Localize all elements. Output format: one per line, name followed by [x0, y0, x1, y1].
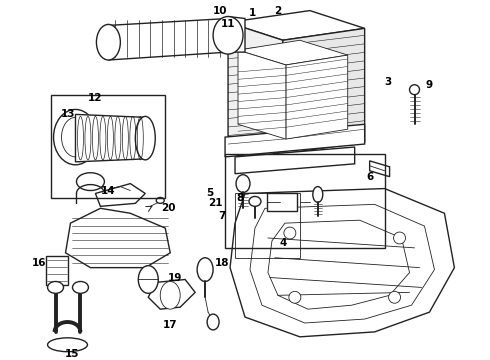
Ellipse shape	[97, 24, 121, 60]
Text: 20: 20	[161, 203, 175, 213]
Polygon shape	[148, 279, 195, 309]
Text: 2: 2	[274, 6, 282, 15]
Ellipse shape	[160, 282, 180, 309]
Ellipse shape	[236, 175, 250, 193]
Ellipse shape	[53, 109, 98, 165]
Text: 15: 15	[65, 348, 80, 359]
Polygon shape	[238, 50, 286, 139]
Ellipse shape	[393, 232, 406, 244]
Text: 4: 4	[279, 238, 287, 248]
Text: 14: 14	[101, 185, 116, 195]
Polygon shape	[108, 18, 228, 60]
Text: 12: 12	[88, 93, 103, 103]
Polygon shape	[235, 147, 355, 174]
Polygon shape	[66, 208, 170, 267]
Ellipse shape	[197, 258, 213, 282]
Ellipse shape	[62, 117, 90, 157]
Ellipse shape	[48, 282, 64, 293]
Ellipse shape	[76, 173, 104, 190]
Polygon shape	[75, 114, 145, 162]
Polygon shape	[225, 124, 365, 157]
Bar	[267, 193, 297, 211]
Polygon shape	[228, 22, 283, 154]
Text: 21: 21	[208, 198, 222, 208]
Text: 16: 16	[31, 258, 46, 268]
Ellipse shape	[138, 266, 158, 293]
Polygon shape	[286, 55, 348, 139]
Ellipse shape	[156, 197, 164, 203]
Bar	[225, 154, 385, 248]
Text: 3: 3	[384, 77, 391, 87]
Polygon shape	[96, 184, 145, 206]
Ellipse shape	[213, 17, 243, 54]
Ellipse shape	[249, 197, 261, 206]
Polygon shape	[230, 189, 454, 337]
Text: 17: 17	[163, 320, 177, 330]
Text: 7: 7	[219, 211, 226, 221]
Bar	[46, 256, 68, 285]
Ellipse shape	[48, 338, 87, 352]
Ellipse shape	[207, 314, 219, 330]
Text: 9: 9	[426, 80, 433, 90]
Bar	[235, 193, 300, 258]
Text: 18: 18	[215, 258, 229, 268]
Text: 10: 10	[213, 6, 227, 15]
Text: 6: 6	[366, 172, 373, 182]
Polygon shape	[228, 10, 365, 40]
Text: 1: 1	[248, 8, 256, 18]
Polygon shape	[228, 17, 245, 52]
Text: 11: 11	[221, 19, 235, 30]
Bar	[50, 95, 165, 198]
Ellipse shape	[389, 291, 400, 303]
Polygon shape	[369, 161, 390, 177]
Text: 13: 13	[61, 109, 76, 120]
Text: 8: 8	[236, 193, 244, 203]
Ellipse shape	[135, 116, 155, 160]
Ellipse shape	[73, 282, 89, 293]
Polygon shape	[283, 28, 365, 154]
Ellipse shape	[313, 186, 323, 202]
Ellipse shape	[289, 291, 301, 303]
Text: 5: 5	[206, 189, 214, 198]
Polygon shape	[238, 40, 348, 65]
Ellipse shape	[410, 85, 419, 95]
Text: 19: 19	[168, 273, 182, 283]
Ellipse shape	[284, 227, 296, 239]
